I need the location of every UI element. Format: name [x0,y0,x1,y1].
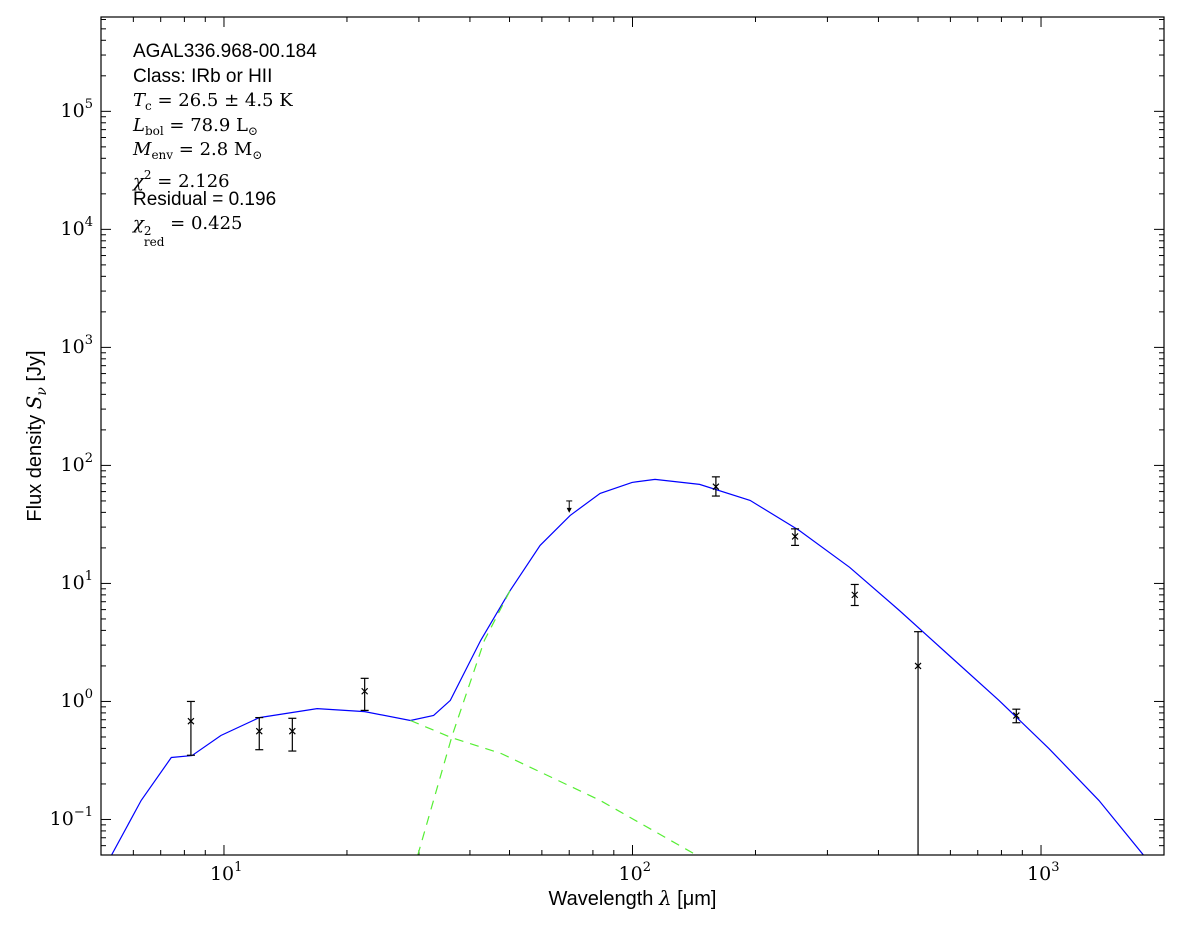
data-point [187,717,195,725]
annotation-block: AGAL336.968-00.184 Class: IRb or HII Tc … [133,40,317,250]
y-tick-label: 101 [60,569,93,595]
x-tick-label: 101 [209,860,243,885]
y-axis-label: Flux density Sν [Jy] [22,350,50,522]
chi2-label: χ2 = 2.126 [133,167,230,192]
data-point [1012,712,1020,719]
y-tick-label: 102 [60,451,93,477]
upper-limit-arrow [566,507,572,513]
series-total-fit [110,478,1145,855]
x-tick-label: 102 [618,860,651,885]
luminosity-label: Lbol = 78.9 L⊙ [133,114,259,138]
plot-frame [100,16,1165,856]
x-tick-label: 103 [1027,860,1060,885]
mass-label: Menv = 2.8 M⊙ [133,139,263,163]
y-tick-label: 10−1 [49,805,93,831]
series-warm-component [410,719,698,855]
residual-label: Residual = 0.196 [133,188,277,210]
data-point [288,727,296,735]
data-point [712,483,720,491]
data-point [255,727,263,735]
source-name: AGAL336.968-00.184 [133,41,317,62]
y-tick-label: 105 [60,97,93,123]
y-tick-label: 100 [60,687,93,713]
data-point [791,533,799,540]
data-point [361,687,369,695]
series-cold-component [417,590,511,855]
source-class: Class: IRb or HII [133,65,273,87]
chi2-red-label: χ 2 red = 0.425 [133,213,243,250]
temperature-label: Tc = 26.5 ± 4.5 K [133,90,293,114]
data-point [851,591,859,599]
y-tick-label: 104 [60,215,93,241]
y-tick-label: 103 [60,333,93,359]
x-axis-label: Wavelength λ [μm] [548,886,717,910]
data-point [914,662,922,670]
